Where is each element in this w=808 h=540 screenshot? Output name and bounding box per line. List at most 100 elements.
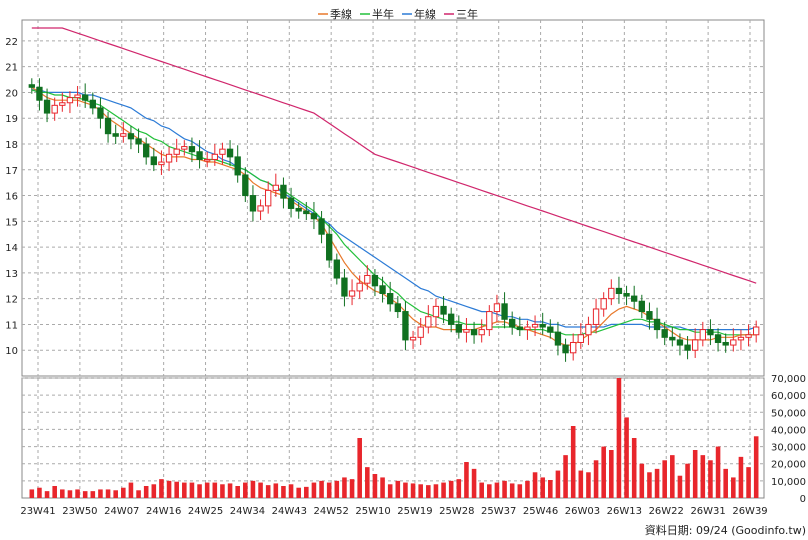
volume-bar bbox=[616, 378, 622, 498]
volume-bar bbox=[342, 477, 347, 498]
volume-bar bbox=[647, 472, 652, 498]
volume-bar bbox=[540, 477, 545, 498]
candle-body bbox=[120, 133, 127, 137]
candle-body bbox=[524, 326, 531, 331]
candle-body bbox=[341, 277, 348, 297]
candle-body bbox=[730, 339, 737, 346]
x-tick-label: 24W34 bbox=[230, 506, 265, 517]
candle-body bbox=[211, 153, 218, 160]
volume-bar bbox=[601, 446, 606, 498]
volume-bar bbox=[151, 484, 157, 498]
volume-tick-label: 0 bbox=[800, 494, 806, 505]
volume-bar bbox=[441, 482, 446, 498]
volume-bar bbox=[509, 483, 515, 498]
volume-bar bbox=[487, 484, 492, 498]
candle-body bbox=[82, 94, 89, 101]
ma-year-line bbox=[31, 89, 757, 331]
candle-body bbox=[737, 336, 745, 341]
candle-body bbox=[287, 197, 295, 209]
volume-bar bbox=[319, 480, 324, 498]
volume-bar bbox=[296, 487, 301, 498]
volume-bar bbox=[723, 468, 728, 498]
volume-bar bbox=[525, 480, 530, 498]
volume-bar bbox=[570, 426, 576, 498]
volume-tick-label: 20,000 bbox=[771, 460, 806, 471]
candle-body bbox=[379, 285, 386, 295]
volume-bar bbox=[227, 483, 233, 498]
volume-bar bbox=[365, 467, 370, 498]
price-tick-label: 20 bbox=[5, 88, 18, 99]
moving-average-lines bbox=[31, 27, 757, 346]
volume-bar bbox=[609, 450, 614, 498]
price-tick-label: 11 bbox=[5, 320, 18, 331]
volume-bar bbox=[250, 480, 256, 498]
candle-body bbox=[318, 218, 325, 235]
volume-bar bbox=[624, 417, 629, 498]
candle-body bbox=[348, 290, 356, 297]
volume-bar bbox=[708, 460, 713, 498]
candle-body bbox=[745, 334, 752, 338]
volume-bar bbox=[692, 450, 698, 498]
x-tick-label: 25W19 bbox=[397, 506, 432, 517]
price-tick-label: 15 bbox=[5, 217, 18, 228]
candle-body bbox=[448, 313, 455, 325]
volume-bar bbox=[677, 475, 683, 498]
candle-body bbox=[493, 303, 501, 313]
volume-bar bbox=[136, 490, 141, 498]
legend-entry: 季線 bbox=[330, 7, 352, 21]
candle-body bbox=[478, 329, 485, 336]
volume-bar bbox=[273, 483, 279, 498]
volume-bar bbox=[418, 484, 423, 498]
candle-body bbox=[112, 133, 119, 137]
candle-body bbox=[570, 341, 577, 354]
volume-bar bbox=[746, 467, 751, 498]
volume-y-axis: 0 10,000 20,000 30,000 40,000 50,000 60,000 70,… bbox=[771, 374, 806, 505]
candle-body bbox=[531, 323, 539, 328]
x-tick-label: 24W52 bbox=[314, 506, 349, 517]
volume-bar bbox=[311, 482, 317, 498]
price-tick-label: 14 bbox=[5, 243, 18, 254]
volume-bar bbox=[593, 460, 599, 498]
volume-bar bbox=[753, 436, 759, 498]
x-tick-label: 24W16 bbox=[146, 506, 181, 517]
volume-bar bbox=[380, 477, 385, 498]
price-tick-label: 12 bbox=[5, 295, 18, 306]
candle-body bbox=[669, 336, 676, 341]
candle-body bbox=[676, 339, 684, 346]
price-tick-label: 10 bbox=[5, 346, 18, 357]
price-tick-label: 19 bbox=[5, 114, 18, 125]
volume-tick-label: 40,000 bbox=[771, 425, 806, 436]
ma-half-line bbox=[31, 89, 757, 336]
price-tick-label: 18 bbox=[5, 140, 18, 151]
volume-bar bbox=[456, 479, 462, 498]
candle-body bbox=[684, 344, 691, 351]
volume-bar bbox=[212, 482, 218, 498]
candle-body bbox=[265, 189, 272, 207]
x-tick-label: 23W50 bbox=[62, 506, 97, 517]
candle-body bbox=[615, 287, 623, 295]
candle-body bbox=[653, 318, 661, 331]
candle-body bbox=[165, 153, 173, 163]
candle-body bbox=[585, 323, 592, 336]
volume-bar bbox=[357, 438, 362, 498]
x-tick-label: 25W46 bbox=[523, 506, 558, 517]
candle-body bbox=[417, 326, 424, 338]
candle-body bbox=[143, 143, 150, 158]
volume-bar bbox=[143, 486, 149, 498]
candle-body bbox=[188, 146, 196, 153]
volume-tick-label: 50,000 bbox=[771, 408, 806, 419]
candle-body bbox=[592, 308, 600, 325]
x-tick-label: 26W39 bbox=[732, 506, 767, 517]
x-tick-label: 24W07 bbox=[104, 506, 139, 517]
volume-bar bbox=[67, 490, 73, 498]
candle-body bbox=[600, 298, 607, 310]
candle-body bbox=[432, 305, 440, 318]
volume-bar bbox=[631, 438, 637, 498]
candle-body bbox=[646, 311, 653, 320]
volume-bar bbox=[75, 489, 80, 498]
candlesticks bbox=[28, 78, 760, 362]
volume-bar bbox=[258, 482, 263, 498]
price-tick-label: 21 bbox=[5, 63, 18, 74]
candle-body bbox=[219, 148, 226, 155]
candle-body bbox=[554, 331, 562, 346]
